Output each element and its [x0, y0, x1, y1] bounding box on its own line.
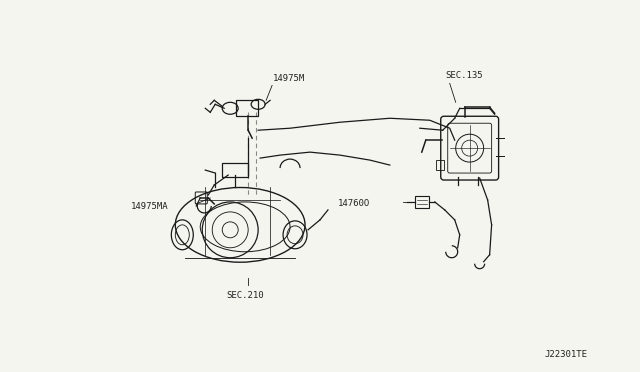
Text: SEC.210: SEC.210 [226, 291, 264, 299]
Text: 14975MA: 14975MA [131, 202, 168, 211]
Text: J22301TE: J22301TE [545, 350, 588, 359]
Bar [222, 163, 248, 177]
Bar [236, 100, 258, 116]
Bar [436, 160, 444, 170]
Bar [415, 196, 429, 208]
Text: SEC.135: SEC.135 [445, 71, 483, 80]
Text: 14975M: 14975M [273, 74, 305, 83]
Text: 14760O: 14760O [338, 199, 370, 208]
